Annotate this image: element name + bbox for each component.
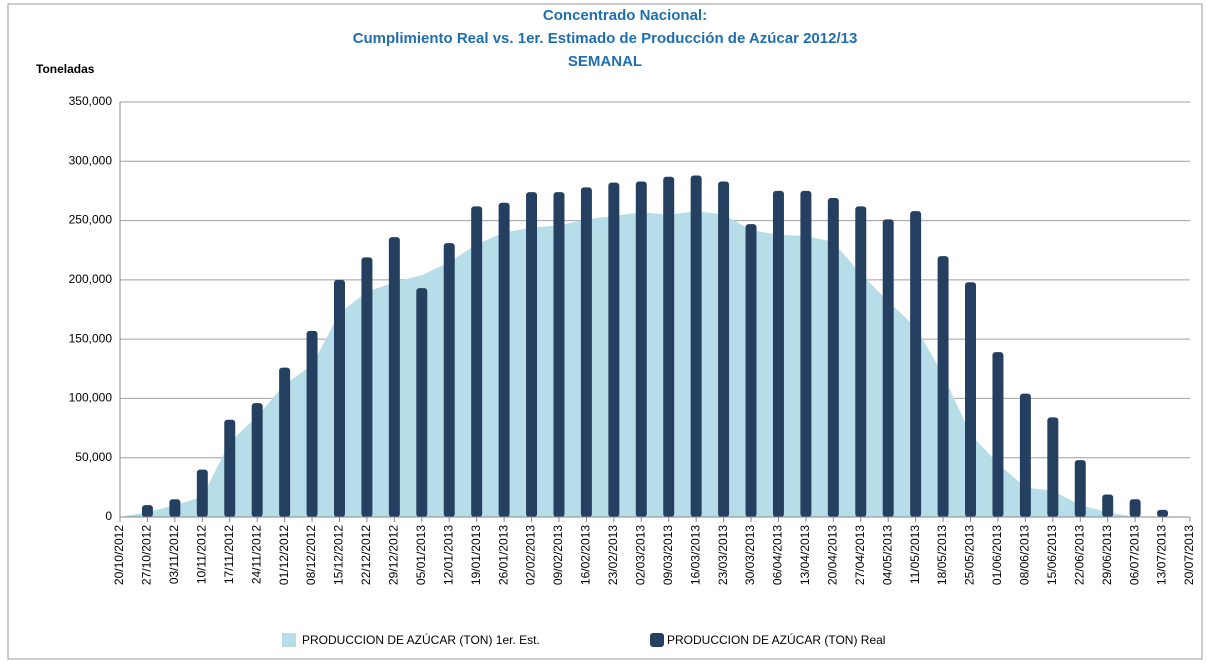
x-tick-label: 09/02/2013 <box>551 525 565 585</box>
legend-label: PRODUCCION DE AZÚCAR (TON) 1er. Est. <box>302 632 540 647</box>
bar <box>718 181 730 517</box>
bar <box>471 206 483 518</box>
x-tick-label: 02/03/2013 <box>633 525 647 585</box>
area <box>120 211 1190 518</box>
y-tick-label: 250,000 <box>69 213 113 227</box>
bar <box>855 206 867 518</box>
bar <box>937 256 949 517</box>
bar <box>800 190 812 517</box>
bar <box>580 187 592 517</box>
x-tick-label: 29/12/2012 <box>387 525 401 585</box>
bar <box>772 190 784 517</box>
x-tick-label: 04/05/2013 <box>880 525 894 585</box>
x-tick-label: 27/04/2013 <box>853 525 867 585</box>
x-tick-label: 19/01/2013 <box>469 525 483 585</box>
x-tick-label: 23/03/2013 <box>716 525 730 585</box>
bar <box>224 419 236 517</box>
x-tick-label: 24/11/2012 <box>249 525 263 584</box>
bar <box>196 469 208 517</box>
x-tick-label: 11/05/2013 <box>908 525 922 584</box>
bar <box>635 181 647 517</box>
bar <box>827 198 839 518</box>
x-tick-label: 08/06/2013 <box>1018 525 1032 585</box>
x-tick-label: 17/11/2012 <box>222 525 236 584</box>
bar <box>498 202 510 518</box>
bar <box>663 176 675 517</box>
bar <box>443 243 455 517</box>
x-tick-label: 09/03/2013 <box>661 525 675 585</box>
bar <box>279 367 291 517</box>
bar <box>251 403 263 517</box>
x-tick-label: 30/03/2013 <box>743 525 757 585</box>
bar <box>553 192 565 517</box>
x-tick-label: 15/12/2012 <box>332 525 346 585</box>
x-tick-label: 29/06/2013 <box>1100 525 1114 585</box>
x-tick-label: 18/05/2013 <box>935 525 949 585</box>
x-tick-label: 06/04/2013 <box>771 525 785 585</box>
bar <box>690 175 702 517</box>
bar <box>992 352 1004 517</box>
chart-title: SEMANAL <box>568 53 642 70</box>
chart-title: Cumplimiento Real vs. 1er. Estimado de P… <box>353 30 858 47</box>
x-tick-label: 27/10/2012 <box>140 525 154 585</box>
legend-swatch <box>650 633 664 647</box>
bar <box>1102 494 1114 517</box>
bar <box>388 237 400 517</box>
bar <box>1074 460 1086 517</box>
y-tick-label: 300,000 <box>69 153 113 167</box>
bar <box>169 499 181 517</box>
x-tick-label: 20/07/2013 <box>1182 525 1196 585</box>
x-tick-label: 15/06/2013 <box>1045 525 1059 585</box>
x-tick-label: 16/03/2013 <box>688 525 702 585</box>
x-tick-label: 06/07/2013 <box>1127 525 1141 585</box>
bar <box>141 505 153 517</box>
bar <box>416 288 428 517</box>
y-tick-label: 100,000 <box>69 391 113 405</box>
x-tick-label: 20/10/2012 <box>112 525 126 585</box>
x-tick-label: 02/02/2013 <box>524 525 538 585</box>
bar <box>1047 417 1059 517</box>
bar <box>361 257 373 517</box>
bar <box>745 224 757 517</box>
x-tick-label: 08/12/2012 <box>304 525 318 585</box>
x-tick-label: 12/01/2013 <box>441 525 455 585</box>
y-axis-label: Toneladas <box>36 62 95 76</box>
x-tick-label: 22/06/2013 <box>1072 525 1086 585</box>
x-tick-label: 10/11/2012 <box>194 525 208 584</box>
bar <box>608 182 620 517</box>
bar <box>1129 499 1141 517</box>
x-tick-label: 16/02/2013 <box>579 525 593 585</box>
x-tick-label: 23/02/2013 <box>606 525 620 585</box>
bar <box>882 219 894 517</box>
bar <box>526 192 538 517</box>
legend-swatch <box>282 633 296 647</box>
legend-label: PRODUCCION DE AZÚCAR (TON) Real <box>667 632 885 647</box>
x-tick-label: 03/11/2012 <box>167 525 181 584</box>
bar <box>306 330 318 517</box>
x-tick-label: 13/07/2013 <box>1155 525 1169 585</box>
x-tick-label: 20/04/2013 <box>826 525 840 585</box>
x-tick-label: 25/05/2013 <box>963 525 977 585</box>
bar <box>334 279 345 517</box>
chart-title: Concentrado Nacional: <box>543 7 707 24</box>
bar <box>1157 509 1169 517</box>
x-tick-label: 05/01/2013 <box>414 525 428 585</box>
bar <box>910 211 922 518</box>
x-tick-label: 22/12/2012 <box>359 525 373 585</box>
x-tick-label: 13/04/2013 <box>798 525 812 585</box>
x-tick-label: 26/01/2013 <box>496 525 510 585</box>
bar <box>965 282 976 517</box>
bar <box>1019 393 1031 517</box>
y-tick-label: 200,000 <box>69 272 113 286</box>
y-tick-label: 150,000 <box>69 331 113 345</box>
x-tick-label: 01/06/2013 <box>990 525 1004 585</box>
y-tick-label: 350,000 <box>69 94 113 108</box>
y-tick-label: 0 <box>105 509 112 523</box>
x-tick-label: 01/12/2012 <box>277 525 291 585</box>
y-tick-label: 50,000 <box>75 450 112 464</box>
